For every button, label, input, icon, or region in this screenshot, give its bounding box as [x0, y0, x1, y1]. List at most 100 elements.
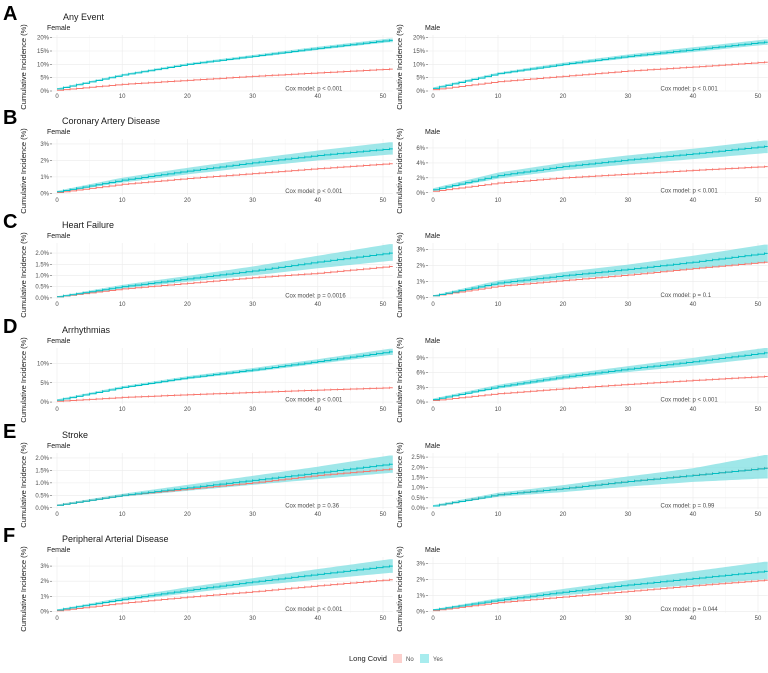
x-tick-label: 40	[314, 512, 321, 518]
panel-letter: E	[3, 421, 16, 443]
x-tick-label: 0	[55, 198, 59, 204]
x-tick-label: 50	[755, 198, 762, 204]
x-tick-label: 0	[431, 94, 435, 100]
x-tick-label: 50	[755, 94, 762, 100]
legend-title: Long Covid	[349, 654, 387, 663]
panel-subtitle: Female	[47, 443, 70, 450]
panels: A Any Event Female Cumulative Incidence (%)…	[3, 3, 768, 632]
row-e: E Stroke Female Cumulative Incidence (%) 0 10…	[3, 421, 768, 528]
y-tick-label: 2.0%	[35, 456, 49, 462]
x-tick-label: 50	[380, 407, 387, 413]
y-tick-label: 2.0%	[411, 465, 425, 471]
cox-annotation: Cox model: p = 0.0016	[285, 293, 346, 299]
y-tick-label: 2%	[40, 579, 49, 585]
y-tick-label: 0%	[40, 609, 49, 615]
legend-label-yes: Yes	[433, 657, 443, 663]
series-line-no	[57, 68, 393, 91]
x-tick-label: 30	[625, 512, 632, 518]
y-tick-label: 0%	[416, 609, 425, 615]
cox-annotation: Cox model: p < 0.001	[661, 398, 719, 404]
y-tick-label: 15%	[37, 49, 50, 55]
cox-annotation: Cox model: p < 0.001	[285, 87, 343, 93]
y-tick-label: 6%	[416, 371, 425, 377]
ci-band-yes	[433, 244, 768, 297]
y-tick-label: 2.5%	[411, 455, 425, 461]
y-tick-label: 0.0%	[35, 296, 49, 302]
panel-subtitle: Male	[425, 129, 440, 136]
x-tick-label: 20	[184, 94, 191, 100]
cox-annotation: Cox model: p < 0.001	[285, 189, 343, 195]
x-tick-label: 50	[380, 198, 387, 204]
x-tick-label: 10	[119, 512, 126, 518]
x-tick-label: 0	[431, 198, 435, 204]
y-tick-label: 1.0%	[35, 273, 49, 279]
row-title: Arrhythmias	[62, 325, 111, 335]
panel-letter: D	[3, 316, 17, 338]
y-tick-label: 3%	[416, 247, 425, 253]
x-tick-label: 40	[690, 512, 697, 518]
y-tick-label: 3%	[40, 564, 49, 570]
row-title: Heart Failure	[62, 220, 114, 230]
x-tick-label: 30	[249, 616, 256, 622]
y-axis-label: Cumulative Incidence (%)	[19, 442, 28, 528]
y-tick-label: 5%	[40, 76, 49, 82]
y-axis-label: Cumulative Incidence (%)	[395, 232, 404, 318]
ci-band-yes	[433, 455, 768, 507]
x-tick-label: 50	[755, 302, 762, 308]
y-tick-label: 10%	[37, 62, 50, 68]
x-tick-label: 20	[184, 616, 191, 622]
y-tick-label: 0%	[416, 400, 425, 406]
x-tick-label: 0	[431, 407, 435, 413]
x-tick-label: 40	[690, 407, 697, 413]
y-tick-label: 0%	[416, 89, 425, 95]
y-tick-label: 1%	[416, 593, 425, 599]
y-tick-label: 1.0%	[35, 481, 49, 487]
x-tick-label: 50	[380, 94, 387, 100]
y-axis-label: Cumulative Incidence (%)	[19, 128, 28, 214]
x-tick-label: 10	[119, 616, 126, 622]
y-axis-label: Cumulative Incidence (%)	[395, 337, 404, 423]
x-tick-label: 30	[249, 198, 256, 204]
x-tick-label: 30	[625, 94, 632, 100]
panel-subtitle: Male	[425, 547, 440, 554]
row-title: Peripheral Arterial Disease	[62, 534, 169, 544]
x-tick-label: 40	[690, 94, 697, 100]
x-tick-label: 10	[119, 198, 126, 204]
x-tick-label: 20	[560, 302, 567, 308]
y-tick-label: 0%	[40, 191, 49, 197]
y-tick-label: 0%	[40, 89, 49, 95]
cox-annotation: Cox model: p < 0.001	[661, 87, 719, 93]
y-tick-label: 2%	[416, 263, 425, 269]
x-tick-label: 0	[55, 512, 59, 518]
x-tick-label: 30	[625, 198, 632, 204]
x-tick-label: 40	[314, 198, 321, 204]
panel-female: Female Cumulative Incidence (%) 0 10 20 30 40 5…	[19, 546, 393, 632]
y-tick-label: 3%	[416, 385, 425, 391]
y-tick-label: 1.5%	[35, 262, 49, 268]
x-tick-label: 10	[495, 94, 502, 100]
ci-band-yes	[433, 348, 768, 401]
y-tick-label: 1%	[40, 594, 49, 600]
x-tick-label: 20	[560, 407, 567, 413]
y-tick-label: 0%	[416, 191, 425, 197]
x-tick-label: 10	[119, 407, 126, 413]
x-tick-label: 40	[690, 616, 697, 622]
legend: Long Covid No Yes	[349, 654, 443, 663]
y-tick-label: 6%	[416, 146, 425, 152]
cox-annotation: Cox model: p = 0.36	[285, 503, 340, 509]
cox-annotation: Cox model: p = 0.044	[661, 607, 719, 613]
x-tick-label: 20	[560, 198, 567, 204]
legend-key-yes	[420, 654, 429, 663]
x-tick-label: 50	[380, 616, 387, 622]
y-axis-label: Cumulative Incidence (%)	[19, 24, 28, 110]
x-tick-label: 20	[184, 407, 191, 413]
y-axis-label: Cumulative Incidence (%)	[395, 128, 404, 214]
panel-letter: C	[3, 211, 17, 233]
y-tick-label: 15%	[413, 49, 426, 55]
x-tick-label: 20	[184, 302, 191, 308]
series-line-no	[433, 261, 768, 297]
x-tick-label: 20	[560, 512, 567, 518]
x-tick-label: 20	[560, 616, 567, 622]
x-tick-label: 10	[495, 512, 502, 518]
cox-annotation: Cox model: p = 0.1	[661, 293, 712, 299]
